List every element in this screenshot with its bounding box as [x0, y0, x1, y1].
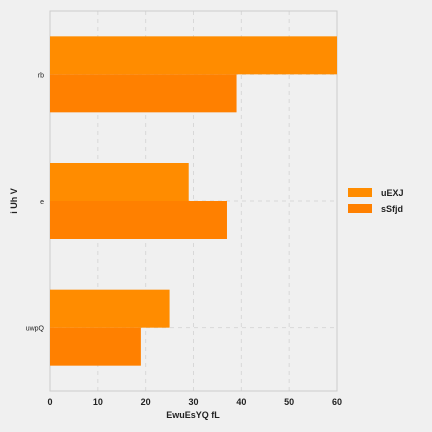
x-axis-title: EwuEsYQ fL: [166, 410, 220, 420]
bars: [50, 36, 337, 366]
legend-label-0: uEXJ: [381, 188, 404, 198]
x-tick-label-0: 0: [47, 397, 52, 407]
x-tick-label-3: 30: [188, 397, 198, 407]
x-tick-label-1: 10: [93, 397, 103, 407]
legend-swatch-1: [348, 204, 372, 213]
legend: uEXJ sSfjd: [348, 188, 404, 214]
x-tick-label-2: 20: [141, 397, 151, 407]
category-label-1: e: [40, 199, 44, 206]
category-label-2: uwpQ: [26, 326, 45, 333]
legend-swatch-0: [348, 188, 372, 197]
x-tick-label-5: 50: [284, 397, 294, 407]
bar-sSfjd-rb: [50, 74, 237, 113]
category-label-0: rb: [38, 72, 44, 79]
category-labels: rb e uwpQ: [26, 72, 45, 332]
bar-sSfjd-uwpQ: [50, 327, 141, 366]
x-tick-labels: 0 10 20 30 40 50 60: [47, 397, 342, 407]
bar-uEXJ-e: [50, 163, 189, 201]
x-tick-label-6: 60: [332, 397, 342, 407]
legend-label-1: sSfjd: [381, 204, 403, 214]
bar-uEXJ-rb: [50, 36, 337, 75]
bar-sSfjd-e: [50, 201, 227, 239]
bar-uEXJ-uwpQ: [50, 289, 170, 328]
x-tick-label-4: 40: [236, 397, 246, 407]
y-axis-title: i Uh V: [9, 188, 19, 214]
